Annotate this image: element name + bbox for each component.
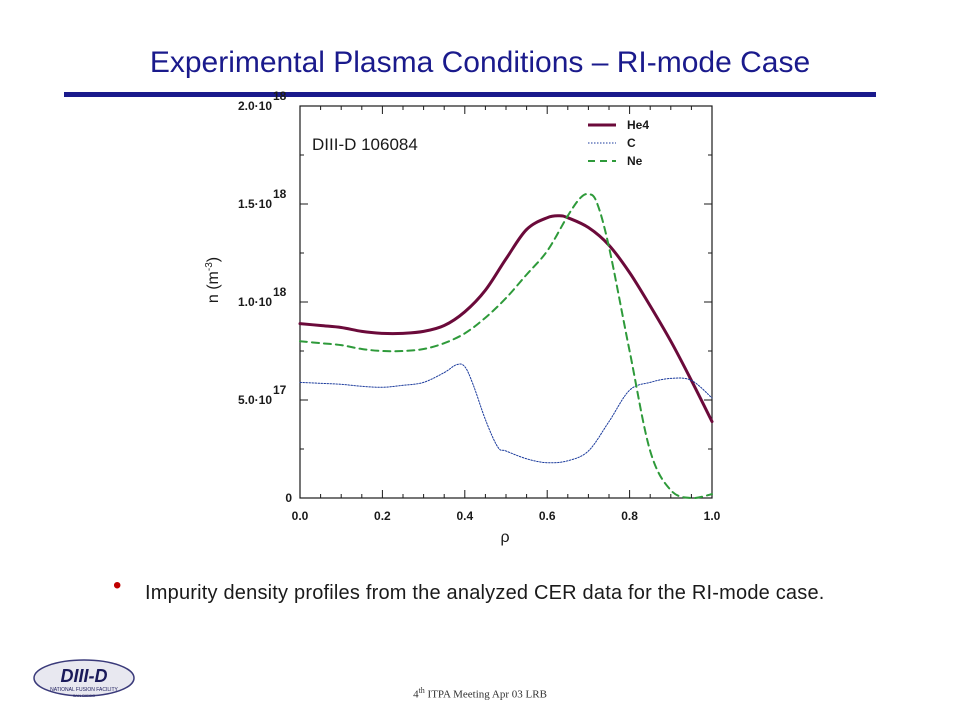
- footer-number: 4: [413, 688, 419, 701]
- diii-d-logo: DIII-D NATIONAL FUSION FACILITY SAN DIEG…: [33, 659, 135, 698]
- legend-label-ne: Ne: [627, 154, 643, 168]
- bullet-dot: •: [113, 572, 122, 599]
- chart-annotation: DIII-D 106084: [312, 135, 418, 154]
- y-tick-exponent: 18: [273, 187, 287, 201]
- y-axis-label-main: n (m: [205, 271, 222, 303]
- series-line-he4: [298, 214, 714, 424]
- y-axis-label-exp: -3: [204, 262, 215, 271]
- x-axis-label: ρ: [500, 529, 509, 546]
- x-tick-label: 0.6: [539, 509, 556, 523]
- svg-text:n (m-3): n (m-3): [204, 257, 222, 303]
- slide-title: Experimental Plasma Conditions – RI-mode…: [149, 46, 811, 79]
- legend-label-c: C: [627, 136, 636, 150]
- y-tick-label: 1.5·10: [238, 197, 272, 211]
- axis-ticks: [299, 105, 713, 499]
- legend: He4 C Ne: [588, 118, 649, 168]
- y-axis-label-close: ): [205, 257, 222, 262]
- svg-text:SAN DIEGO: SAN DIEGO: [73, 693, 95, 698]
- x-tick-label: 0.0: [292, 509, 309, 523]
- x-tick-label: 0.2: [374, 509, 391, 523]
- y-tick-exponent: 18: [273, 285, 287, 299]
- y-tick-exponent: 17: [273, 383, 287, 397]
- series-line-ne: [299, 193, 713, 500]
- footer: 4th ITPA Meeting Apr 03 LRB: [0, 686, 960, 701]
- title-rule: [64, 92, 876, 97]
- footer-text: ITPA Meeting Apr 03 LRB: [424, 688, 547, 701]
- footer-sup: th: [418, 686, 425, 695]
- density-profile-chart: 0.0 0.2 0.4 0.6 0.8 1.005.0·10171.0·10181.5·1…: [204, 89, 721, 546]
- legend-label-he4: He4: [627, 118, 649, 132]
- y-tick-label: 2.0·10: [238, 99, 272, 113]
- svg-text:NATIONAL FUSION FACILITY: NATIONAL FUSION FACILITY: [50, 687, 118, 693]
- y-tick-label: 1.0·10: [238, 295, 272, 309]
- y-tick-label: 5.0·10: [238, 393, 272, 407]
- y-tick-exponent: 18: [273, 89, 287, 103]
- x-tick-label: 1.0: [704, 509, 721, 523]
- y-tick-label: 0: [285, 491, 292, 505]
- series-line-c: [299, 363, 713, 464]
- x-tick-label: 0.4: [456, 509, 473, 523]
- x-tick-label: 0.8: [621, 509, 638, 523]
- bullet-text: Impurity density profiles from the analy…: [145, 582, 825, 604]
- series-layer: [298, 193, 714, 500]
- y-axis-label: n (m-3): [204, 257, 222, 303]
- axis-tick-labels: 0.0 0.2 0.4 0.6 0.8 1.005.0·10171.0·10181.5·1…: [238, 89, 721, 523]
- plot-frame: [299, 105, 713, 499]
- svg-text:DIII-D: DIII-D: [61, 666, 108, 686]
